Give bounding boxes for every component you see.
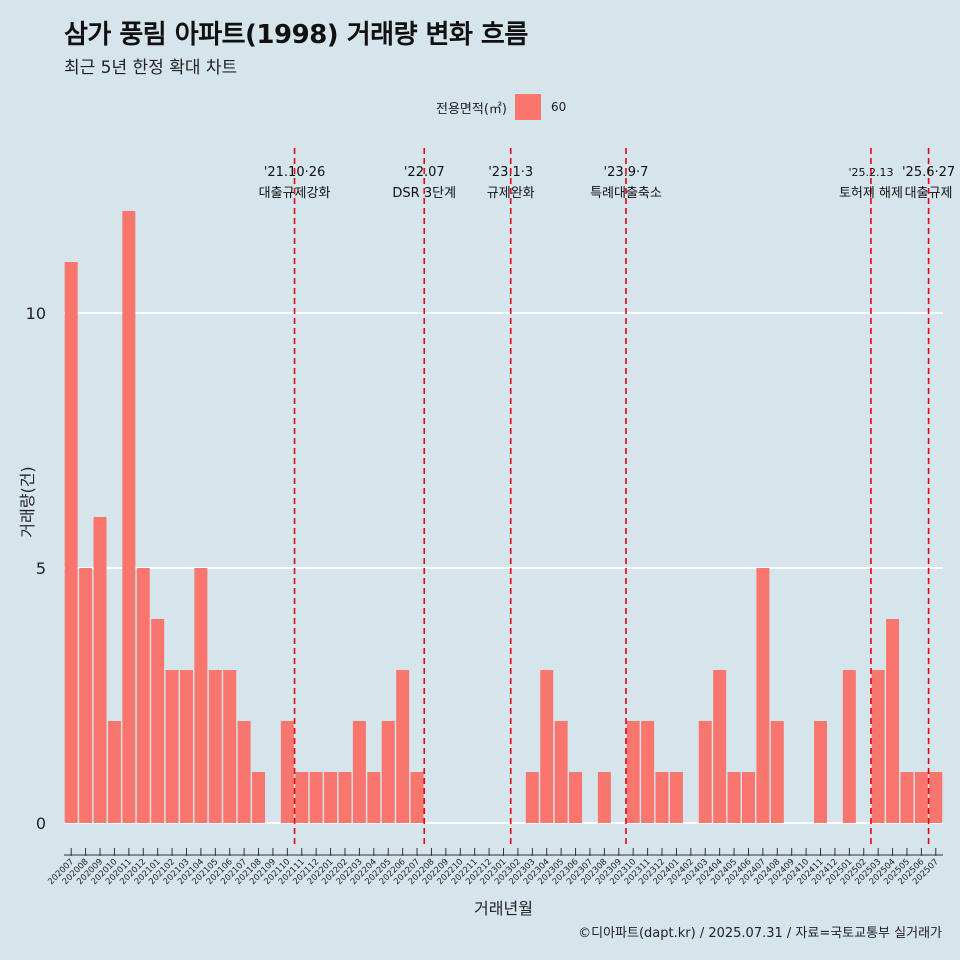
legend-entry-label: 60 — [550, 100, 567, 114]
event-label: DSR 3단계 — [392, 186, 456, 201]
bar — [194, 568, 208, 823]
bar — [410, 772, 424, 823]
event-date-label: '21.10·26 — [264, 165, 325, 180]
bar — [741, 772, 755, 823]
bar — [655, 772, 669, 823]
bar — [814, 721, 828, 823]
event-date-label: '25.2.13 — [848, 166, 893, 179]
bar — [886, 619, 900, 823]
bar — [122, 211, 136, 823]
bar — [64, 262, 78, 823]
event-label: 규제완화 — [487, 186, 535, 201]
legend: 전용면적(㎡) 60 — [436, 94, 566, 120]
bar — [179, 670, 193, 823]
bar — [871, 670, 885, 823]
bar — [136, 568, 150, 823]
bar — [641, 721, 655, 823]
event-label: 대출규제 — [905, 186, 953, 201]
bar — [252, 772, 266, 823]
bar — [165, 670, 179, 823]
bar — [107, 721, 121, 823]
caption: ©디아파트(dapt.kr) / 2025.07.31 / 자료=국토교통부 실… — [578, 926, 942, 941]
legend-swatch — [514, 94, 541, 120]
bar — [237, 721, 251, 823]
bar — [554, 721, 568, 823]
bar — [309, 772, 323, 823]
bar — [900, 772, 914, 823]
bar — [151, 619, 165, 823]
y-tick-label: 5 — [36, 559, 46, 578]
bar — [280, 721, 294, 823]
bar — [223, 670, 237, 823]
bar — [669, 772, 683, 823]
bar — [381, 721, 395, 823]
bar — [396, 670, 410, 823]
y-tick-label: 10 — [26, 304, 46, 323]
bar — [540, 670, 554, 823]
y-tick-label: 0 — [36, 814, 46, 833]
bar — [756, 568, 770, 823]
event-label: 토허제 해제 — [839, 186, 903, 201]
event-date-label: '23.1·3 — [488, 165, 533, 180]
bar — [79, 568, 93, 823]
bar — [93, 517, 107, 823]
bar — [770, 721, 784, 823]
event-date-label: '25.6·27 — [902, 165, 955, 180]
bar — [842, 670, 856, 823]
chart-subtitle: 최근 5년 한정 확대 차트 — [64, 58, 238, 78]
bar — [914, 772, 928, 823]
bar — [324, 772, 338, 823]
bar — [626, 721, 640, 823]
bar — [698, 721, 712, 823]
bar — [727, 772, 741, 823]
bar — [597, 772, 611, 823]
event-date-label: '22.07 — [404, 165, 445, 180]
event-label: 대출규제강화 — [259, 186, 331, 201]
event-date-label: '23.9·7 — [604, 165, 649, 180]
chart-title: 삼가 풍림 아파트(1998) 거래량 변화 흐름 — [64, 20, 528, 50]
bar — [208, 670, 222, 823]
bar — [352, 721, 366, 823]
legend-title: 전용면적(㎡) — [436, 101, 507, 117]
bar — [295, 772, 309, 823]
event-label: 특례대출축소 — [590, 186, 662, 201]
bar — [338, 772, 352, 823]
bar — [525, 772, 539, 823]
bar — [569, 772, 583, 823]
bar — [713, 670, 727, 823]
y-axis-title: 거래량(건) — [18, 466, 37, 537]
x-axis-title: 거래년월 — [474, 899, 533, 918]
bar — [929, 772, 943, 823]
bar — [367, 772, 381, 823]
